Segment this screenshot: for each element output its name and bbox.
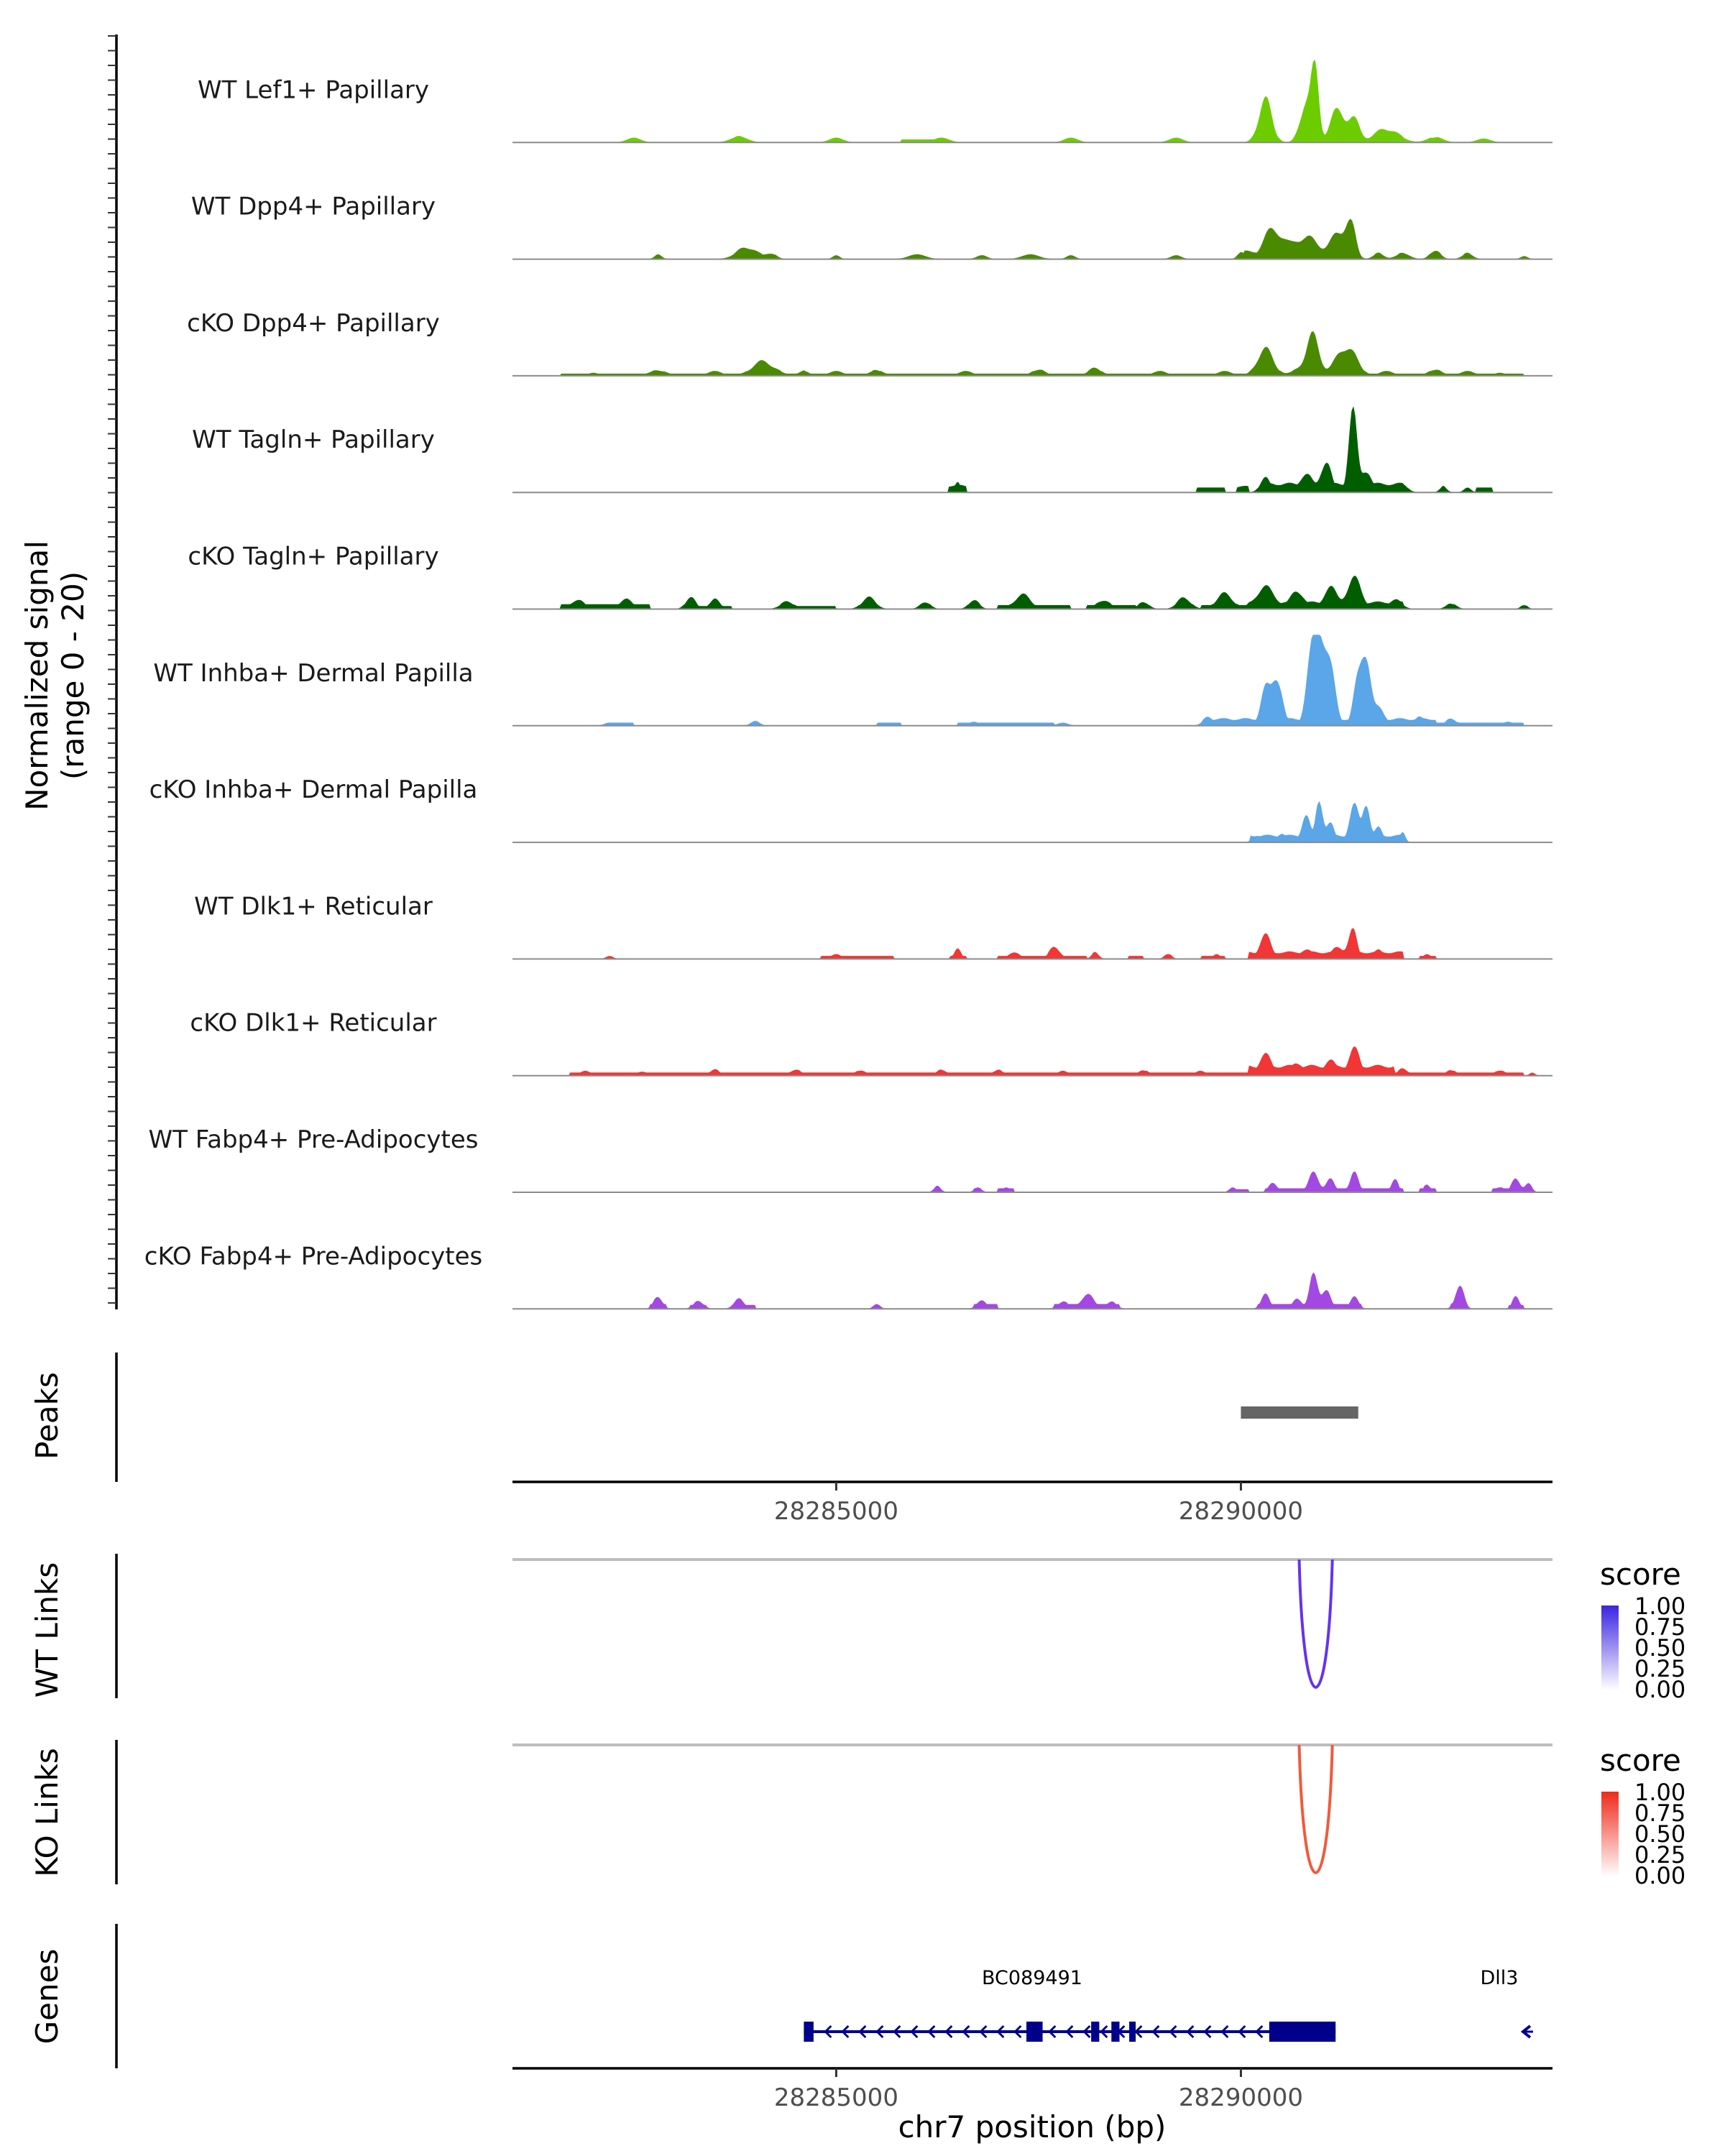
coverage-track-label: cKO Dpp4+ Papillary (187, 309, 440, 338)
signal-axis-ticks (108, 35, 116, 1304)
gene-label: BC089491 (982, 1967, 1082, 1989)
coverage-track: WT Fabp4+ Pre-Adipocytes (149, 1125, 1552, 1193)
x-axis-tick-label: 28285000 (774, 1497, 898, 1526)
coverage-track: WT Dpp4+ Papillary (191, 193, 1552, 260)
wt-legend-tick: 0.75 (1634, 1613, 1685, 1641)
wt-legend-tick: 1.00 (1634, 1593, 1685, 1620)
coverage-track: cKO Fabp4+ Pre-Adipocytes (144, 1242, 1552, 1310)
coverage-track: cKO Tagln+ Papillary (188, 543, 1552, 610)
strand-arrow (1013, 2024, 1022, 2039)
gene-exon (1269, 2022, 1336, 2042)
coverage-track: cKO Inhba+ Dermal Papilla (150, 775, 1552, 844)
strand-arrow (1151, 2024, 1160, 2039)
strand-arrow (996, 2024, 1005, 2039)
gene-exon (1129, 2022, 1136, 2042)
coverage-track: WT Dlk1+ Reticular (194, 892, 1552, 960)
strand-arrow (962, 2024, 970, 2039)
strand-arrow (841, 2024, 850, 2039)
coverage-track-label: cKO Dlk1+ Reticular (190, 1009, 436, 1038)
x-axis-tick-label: 28290000 (1179, 2083, 1303, 2112)
gene-exon (1111, 2022, 1120, 2042)
coverage-track: WT Tagln+ Papillary (192, 406, 1552, 494)
peaks-layer (1241, 1406, 1358, 1419)
coverage-track-label: WT Inhba+ Dermal Papilla (153, 659, 473, 688)
wt-links-legend: score 1.00 0.75 0.50 0.25 0.00 (1600, 1557, 1685, 1703)
coverage-track: WT Lef1+ Papillary (198, 59, 1552, 144)
coverage-track: WT Inhba+ Dermal Papilla (153, 635, 1552, 727)
coverage-track-label: WT Dlk1+ Reticular (194, 892, 433, 921)
strand-arrow (1169, 2024, 1177, 2039)
strand-arrow (1065, 2024, 1074, 2039)
gene: BC089491 (804, 1967, 1336, 2042)
link-arc (1297, 1744, 1334, 1874)
ko-legend-tick: 0.50 (1634, 1820, 1685, 1848)
strand-arrow (910, 2024, 919, 2039)
coverage-track-label: cKO Inhba+ Dermal Papilla (150, 775, 478, 804)
genes-track-label: Genes (29, 1949, 65, 2045)
strand-arrow (1203, 2024, 1212, 2039)
x-axis-top: 28285000 28290000 (774, 1482, 1303, 1526)
coverage-track-label: cKO Tagln+ Papillary (188, 543, 438, 571)
strand-arrow (1048, 2024, 1057, 2039)
wt-legend-colorbar (1601, 1606, 1619, 1690)
strand-arrow (1238, 2024, 1246, 2039)
strand-arrow (927, 2024, 936, 2039)
strand-arrow (1220, 2024, 1229, 2039)
x-axis-title: chr7 position (bp) (898, 2109, 1167, 2145)
coverage-track: cKO Dpp4+ Papillary (187, 309, 1552, 377)
x-axis-tick-label: 28285000 (774, 2083, 898, 2112)
coverage-area (512, 1046, 1552, 1077)
strand-arrow (1255, 2024, 1264, 2039)
strand-arrow (858, 2024, 867, 2039)
coverage-track-label: WT Fabp4+ Pre-Adipocytes (149, 1125, 479, 1154)
coverage-track: cKO Dlk1+ Reticular (190, 1009, 1552, 1077)
wt-legend-tick: 0.25 (1634, 1655, 1685, 1682)
strand-arrow (875, 2024, 884, 2039)
ko-legend-tick: 0.25 (1634, 1841, 1685, 1869)
ko-legend-tick: 0.00 (1634, 1862, 1685, 1889)
coverage-area (512, 331, 1552, 377)
link-arc (1297, 1559, 1334, 1689)
coverage-area (512, 575, 1552, 609)
coverage-track-label: WT Tagln+ Papillary (192, 425, 435, 454)
strand-arrow (1082, 2024, 1091, 2039)
strand-arrow (1100, 2024, 1108, 2039)
coverage-track-label: WT Lef1+ Papillary (198, 75, 429, 104)
strand-arrow (824, 2024, 832, 2039)
ko-legend-colorbar (1601, 1792, 1619, 1876)
strand-arrow (1186, 2024, 1195, 2039)
ko-links-legend: score 1.00 0.75 0.50 0.25 0.00 (1600, 1743, 1685, 1889)
strand-arrow (1134, 2024, 1143, 2039)
strand-arrow (893, 2024, 901, 2039)
peak-region (1241, 1406, 1358, 1419)
strand-arrow (979, 2024, 988, 2039)
gene-exon (1091, 2022, 1100, 2042)
coverage-track-label: WT Dpp4+ Papillary (191, 193, 436, 221)
coverage-track-label: cKO Fabp4+ Pre-Adipocytes (144, 1242, 483, 1271)
gene-exon (1026, 2022, 1043, 2042)
x-axis-tick-label: 28290000 (1179, 1497, 1303, 1526)
x-axis-bottom: 28285000 28290000 (774, 2068, 1303, 2112)
wt-links-track-label: WT Links (29, 1562, 65, 1697)
gene-exon (804, 2022, 814, 2042)
genes-layer: BC089491 Dll3 (804, 1967, 1533, 2042)
ko-legend-tick: 1.00 (1634, 1779, 1685, 1806)
ko-legend-title: score (1600, 1743, 1681, 1778)
strand-arrow (944, 2024, 953, 2039)
wt-legend-tick: 0.50 (1634, 1634, 1685, 1662)
wt-legend-tick: 0.00 (1634, 1676, 1685, 1703)
gene-label: Dll3 (1481, 1967, 1519, 1989)
signal-axis-title-line2: (range 0 - 20) (55, 571, 91, 780)
ko-links-track-label: KO Links (29, 1748, 65, 1877)
peaks-track-label: Peaks (29, 1372, 65, 1460)
wt-legend-title: score (1600, 1557, 1681, 1592)
links-layer (512, 1558, 1552, 1874)
signal-axis-title-line1: Normalized signal (19, 540, 55, 811)
coverage-tracks: WT Lef1+ Papillary WT Dpp4+ Papillary cKO … (144, 59, 1552, 1310)
ko-legend-tick: 0.75 (1634, 1800, 1685, 1827)
gene: Dll3 (1481, 1967, 1533, 2039)
